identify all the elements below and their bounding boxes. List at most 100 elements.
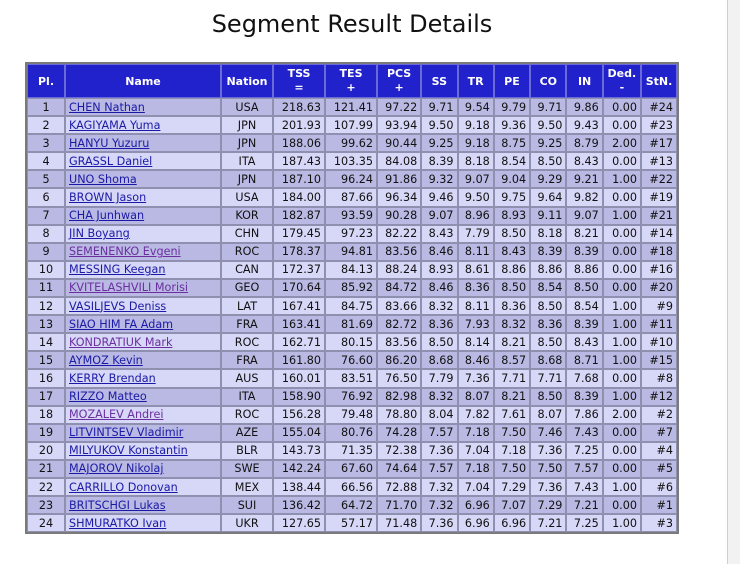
skater-name-link[interactable]: SEMENENKO Evgeni [69, 245, 181, 259]
cell-tr: 8.18 [457, 152, 494, 171]
cell-nation: ROC [221, 333, 273, 352]
cell-tes: 80.76 [325, 423, 378, 442]
cell-ded: 1.00 [602, 206, 641, 225]
table-row: 23 BRITSCHGI Lukas SUI 136.42 64.72 71.70 7.32… [27, 496, 677, 515]
cell-place: 3 [27, 134, 65, 153]
skater-name-link[interactable]: KERRY Brendan [69, 371, 156, 385]
cell-start-number: #2 [640, 405, 677, 424]
cell-in: 7.25 [566, 441, 603, 460]
cell-in: 7.25 [566, 514, 603, 533]
cell-tes: 99.62 [325, 134, 378, 153]
cell-start-number: #4 [640, 441, 677, 460]
cell-tes: 76.92 [325, 387, 378, 406]
table-row: 22 CARRILLO Donovan MEX 138.44 66.56 72.88 7.3… [27, 477, 677, 497]
skater-name-link[interactable]: SHMURATKO Ivan [69, 516, 167, 530]
skater-name-link[interactable]: BROWN Jason [69, 191, 147, 205]
skater-name-link[interactable]: CARRILLO Donovan [69, 480, 178, 494]
col-header-nation: Nation [221, 64, 273, 98]
cell-name: RIZZO Matteo [65, 387, 221, 406]
cell-pcs: 97.22 [377, 98, 422, 117]
cell-tr: 7.82 [457, 405, 494, 424]
cell-pe: 7.71 [493, 369, 531, 388]
cell-name: JIN Boyang [65, 224, 221, 243]
skater-name-link[interactable]: CHA Junhwan [69, 209, 145, 223]
cell-co: 9.71 [530, 98, 567, 117]
cell-tss: 163.41 [273, 315, 326, 334]
cell-pcs: 78.80 [377, 405, 422, 424]
skater-name-link[interactable]: MAJOROV Nikolaj [69, 462, 164, 476]
skater-name-link[interactable]: MILYUKOV Konstantin [69, 444, 188, 458]
cell-tr: 7.04 [457, 477, 494, 497]
window-edge [727, 0, 740, 564]
cell-ded: 1.00 [602, 477, 641, 497]
cell-nation: USA [221, 98, 273, 117]
skater-name-link[interactable]: KAGIYAMA Yuma [69, 118, 161, 132]
cell-in: 7.43 [566, 477, 603, 497]
cell-name: AYMOZ Kevin [65, 351, 221, 370]
skater-name-link[interactable]: JIN Boyang [69, 227, 130, 241]
cell-nation: ITA [221, 152, 273, 171]
skater-name-link[interactable]: KONDRATIUK Mark [69, 335, 173, 349]
cell-pe: 8.32 [493, 315, 531, 334]
cell-tr: 8.11 [457, 297, 494, 316]
cell-name: VASILJEVS Deniss [65, 297, 221, 316]
skater-name-link[interactable]: KVITELASHVILI Morisi [69, 281, 189, 295]
cell-ss: 8.04 [421, 405, 458, 424]
table-row: 19 LITVINTSEV Vladimir AZE 155.04 80.76 74.28… [27, 423, 677, 442]
cell-tss: 142.24 [273, 459, 326, 478]
cell-tr: 9.18 [457, 134, 494, 153]
skater-name-link[interactable]: CHEN Nathan [69, 100, 145, 114]
cell-tes: 103.35 [325, 152, 378, 171]
skater-name-link[interactable]: RIZZO Matteo [69, 390, 147, 404]
cell-tss: 167.41 [273, 297, 326, 316]
cell-start-number: #13 [640, 152, 677, 171]
cell-name: CHA Junhwan [65, 206, 221, 225]
cell-ss: 9.46 [421, 188, 458, 207]
cell-in: 8.86 [566, 260, 603, 279]
cell-ss: 8.39 [421, 152, 458, 171]
table-row: 3 HANYU Yuzuru JPN 188.06 99.62 90.44 9.25 9.18… [27, 134, 677, 153]
cell-ded: 0.00 [602, 242, 641, 261]
col-header-pl: Pl. [27, 64, 65, 98]
cell-co: 8.18 [530, 224, 567, 243]
cell-pe: 8.21 [493, 387, 531, 406]
cell-co: 7.36 [530, 477, 567, 497]
skater-name-link[interactable]: HANYU Yuzuru [69, 136, 150, 150]
cell-start-number: #24 [640, 98, 677, 117]
cell-pcs: 74.64 [377, 459, 422, 478]
skater-name-link[interactable]: GRASSL Daniel [69, 154, 153, 168]
cell-co: 8.54 [530, 278, 567, 298]
col-header-ss: SS [421, 64, 458, 98]
cell-tes: 97.23 [325, 224, 378, 243]
cell-ded: 0.00 [602, 459, 641, 478]
cell-co: 8.50 [530, 152, 567, 171]
cell-in: 9.07 [566, 206, 603, 225]
table-row: 1 CHEN Nathan USA 218.63 121.41 97.22 9.71 9.54… [27, 98, 677, 117]
cell-pe: 8.57 [493, 351, 531, 370]
skater-name-link[interactable]: UNO Shoma [69, 172, 137, 186]
skater-name-link[interactable]: SIAO HIM FA Adam [69, 317, 174, 331]
cell-co: 7.36 [530, 441, 567, 460]
cell-tss: 178.37 [273, 242, 326, 261]
cell-tes: 94.81 [325, 242, 378, 261]
skater-name-link[interactable]: BRITSCHGI Lukas [69, 498, 166, 512]
cell-tss: 136.42 [273, 496, 326, 515]
cell-start-number: #22 [640, 170, 677, 189]
cell-start-number: #12 [640, 387, 677, 406]
cell-start-number: #21 [640, 206, 677, 225]
cell-name: LITVINTSEV Vladimir [65, 423, 221, 442]
cell-in: 7.21 [566, 496, 603, 515]
cell-tss: 160.01 [273, 369, 326, 388]
cell-pcs: 93.94 [377, 116, 422, 135]
skater-name-link[interactable]: MESSING Keegan [69, 263, 166, 277]
cell-co: 9.25 [530, 134, 567, 153]
skater-name-link[interactable]: MOZALEV Andrei [69, 408, 164, 422]
skater-name-link[interactable]: VASILJEVS Deniss [69, 299, 167, 313]
cell-in: 8.39 [566, 315, 603, 334]
cell-place: 10 [27, 260, 65, 279]
col-header-name: Name [65, 64, 221, 98]
skater-name-link[interactable]: AYMOZ Kevin [69, 353, 143, 367]
cell-pe: 7.18 [493, 441, 531, 460]
cell-name: MESSING Keegan [65, 260, 221, 279]
skater-name-link[interactable]: LITVINTSEV Vladimir [69, 426, 184, 440]
